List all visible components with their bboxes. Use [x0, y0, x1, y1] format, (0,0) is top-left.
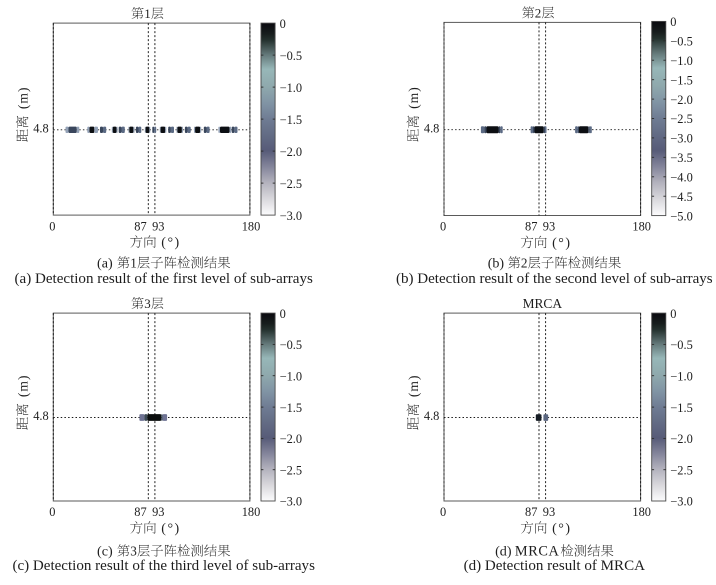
svg-text:−1.5: −1.5: [280, 113, 302, 127]
svg-text:−2.0: −2.0: [670, 93, 692, 107]
svg-text:(m): (m): [406, 374, 422, 397]
svg-text:0: 0: [280, 307, 286, 321]
svg-text:−0.5: −0.5: [280, 338, 302, 352]
svg-text:4.8: 4.8: [424, 121, 440, 135]
svg-text:(°): (°): [552, 236, 571, 251]
svg-text:93: 93: [152, 219, 164, 233]
svg-text:−3.0: −3.0: [670, 132, 692, 146]
svg-text:−2.5: −2.5: [670, 112, 692, 126]
svg-text:180: 180: [242, 505, 261, 519]
svg-text:−1.5: −1.5: [670, 401, 692, 415]
svg-text:4.8: 4.8: [33, 122, 49, 136]
svg-text:4.8: 4.8: [33, 409, 49, 423]
svg-text:(m): (m): [406, 86, 422, 109]
svg-text:−2.0: −2.0: [280, 432, 302, 446]
svg-text:4.8: 4.8: [424, 409, 440, 423]
svg-text:(a) Detection result of the fi: (a) Detection result of the first level …: [15, 271, 313, 287]
svg-text:(b) Detection result of the se: (b) Detection result of the second level…: [396, 271, 713, 287]
svg-text:−3.5: −3.5: [670, 151, 692, 165]
svg-text:(d) Detection result of MRCA: (d) Detection result of MRCA: [464, 558, 645, 574]
svg-text:0: 0: [49, 219, 55, 233]
svg-text:1: 1: [144, 6, 151, 21]
svg-text:−2.5: −2.5: [280, 177, 302, 191]
svg-text:0: 0: [49, 505, 55, 519]
svg-text:−1.0: −1.0: [670, 369, 692, 383]
svg-text:2: 2: [521, 256, 528, 271]
svg-text:−1.5: −1.5: [670, 73, 692, 87]
svg-text:(d): (d): [495, 544, 515, 560]
svg-text:180: 180: [632, 220, 651, 234]
svg-text:87: 87: [525, 220, 537, 234]
svg-text:−3.0: −3.0: [280, 495, 302, 509]
svg-text:−0.5: −0.5: [670, 35, 692, 49]
svg-text:180: 180: [632, 505, 651, 519]
svg-text:(c) Detection result of the th: (c) Detection result of the third level …: [12, 558, 315, 574]
svg-text:0: 0: [440, 505, 446, 519]
svg-text:(b): (b): [488, 256, 508, 272]
svg-text:93: 93: [543, 220, 555, 234]
svg-text:93: 93: [543, 505, 555, 519]
svg-text:87: 87: [134, 505, 146, 519]
svg-text:−4.5: −4.5: [670, 190, 692, 204]
svg-text:−1.0: −1.0: [670, 54, 692, 68]
svg-text:0: 0: [670, 15, 676, 29]
svg-text:(°): (°): [161, 236, 180, 251]
svg-text:3: 3: [130, 544, 137, 559]
svg-text:(c): (c): [97, 544, 116, 560]
svg-text:−2.0: −2.0: [280, 145, 302, 159]
svg-text:−2.0: −2.0: [670, 432, 692, 446]
svg-text:(°): (°): [552, 522, 571, 537]
svg-text:−1.0: −1.0: [280, 369, 302, 383]
svg-text:−2.5: −2.5: [670, 463, 692, 477]
svg-text:−1.0: −1.0: [280, 81, 302, 95]
svg-text:−3.0: −3.0: [670, 495, 692, 509]
svg-text:2: 2: [535, 5, 542, 20]
svg-text:−0.5: −0.5: [670, 338, 692, 352]
svg-text:−4.0: −4.0: [670, 171, 692, 185]
svg-text:180: 180: [242, 219, 261, 233]
svg-text:93: 93: [152, 505, 164, 519]
svg-text:(m): (m): [15, 86, 31, 109]
svg-text:0: 0: [440, 220, 446, 234]
svg-text:87: 87: [134, 219, 146, 233]
svg-text:MRCA: MRCA: [523, 296, 563, 311]
svg-text:−2.5: −2.5: [280, 463, 302, 477]
svg-text:3: 3: [144, 296, 151, 311]
svg-text:0: 0: [670, 307, 676, 321]
svg-text:(°): (°): [161, 522, 180, 537]
svg-text:1: 1: [130, 256, 137, 271]
svg-text:(m): (m): [15, 374, 31, 397]
svg-text:−5.0: −5.0: [670, 209, 692, 223]
svg-text:MRCA: MRCA: [515, 544, 560, 560]
svg-text:−0.5: −0.5: [280, 49, 302, 63]
svg-text:−1.5: −1.5: [280, 401, 302, 415]
svg-text:(a): (a): [97, 256, 116, 272]
svg-text:87: 87: [525, 505, 537, 519]
svg-text:−3.0: −3.0: [280, 209, 302, 223]
svg-text:0: 0: [280, 17, 286, 31]
